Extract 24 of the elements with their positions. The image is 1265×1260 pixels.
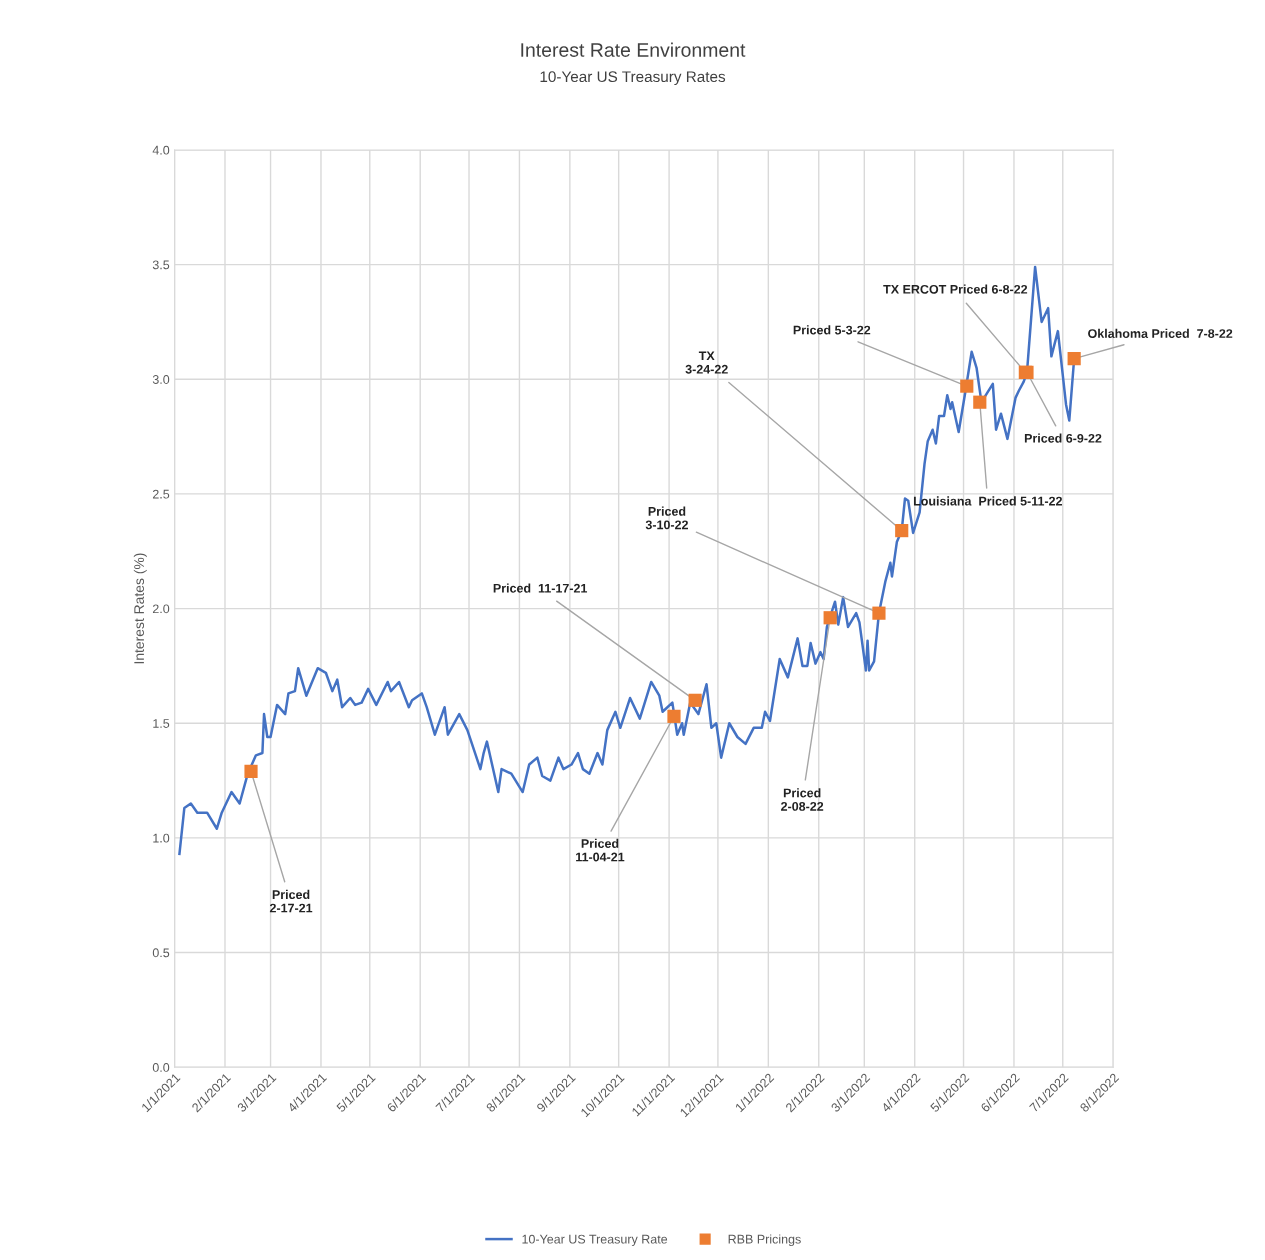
y-tick-label: 0.5 bbox=[152, 948, 170, 958]
chart-title: Interest Rate Environment bbox=[521, 42, 746, 57]
annotation: TX 3-24-22 bbox=[685, 351, 728, 374]
annotation: Priced 3-10-22 bbox=[645, 506, 688, 530]
y-tick-label: 3.0 bbox=[152, 375, 170, 384]
y-tick-label: 1.0 bbox=[153, 833, 170, 843]
annotation: Priced 11-17-21 bbox=[493, 583, 588, 593]
annotation: Priced 6-9-22 bbox=[1024, 433, 1102, 443]
annotation: Oklahoma Priced 7-8-22 bbox=[1088, 328, 1233, 338]
legend-label: 10-Year US Treasury Rate bbox=[522, 1234, 668, 1247]
y-tick-label: 1.5 bbox=[153, 719, 170, 728]
annotation: Priced 5-3-22 bbox=[793, 325, 871, 335]
annotation: TX ERCOT Priced 6-8-22 bbox=[883, 284, 1028, 294]
y-tick-label: 2.5 bbox=[152, 489, 170, 499]
annotation: Priced 2-08-22 bbox=[781, 788, 824, 811]
annotation: Priced 2-17-21 bbox=[269, 889, 313, 913]
y-tick-label: 2.0 bbox=[152, 604, 170, 614]
chart-subtitle: 10-Year US Treasury Rates bbox=[540, 71, 726, 86]
y-axis-title: Interest Rates (%) bbox=[133, 553, 147, 664]
legend-label: RBB Pricings bbox=[728, 1234, 801, 1247]
y-tick-label: 0.0 bbox=[152, 1063, 170, 1072]
annotation: Priced 11-04-21 bbox=[576, 838, 625, 862]
y-tick-label: 4.0 bbox=[152, 145, 170, 155]
y-tick-label: 3.5 bbox=[152, 260, 170, 270]
